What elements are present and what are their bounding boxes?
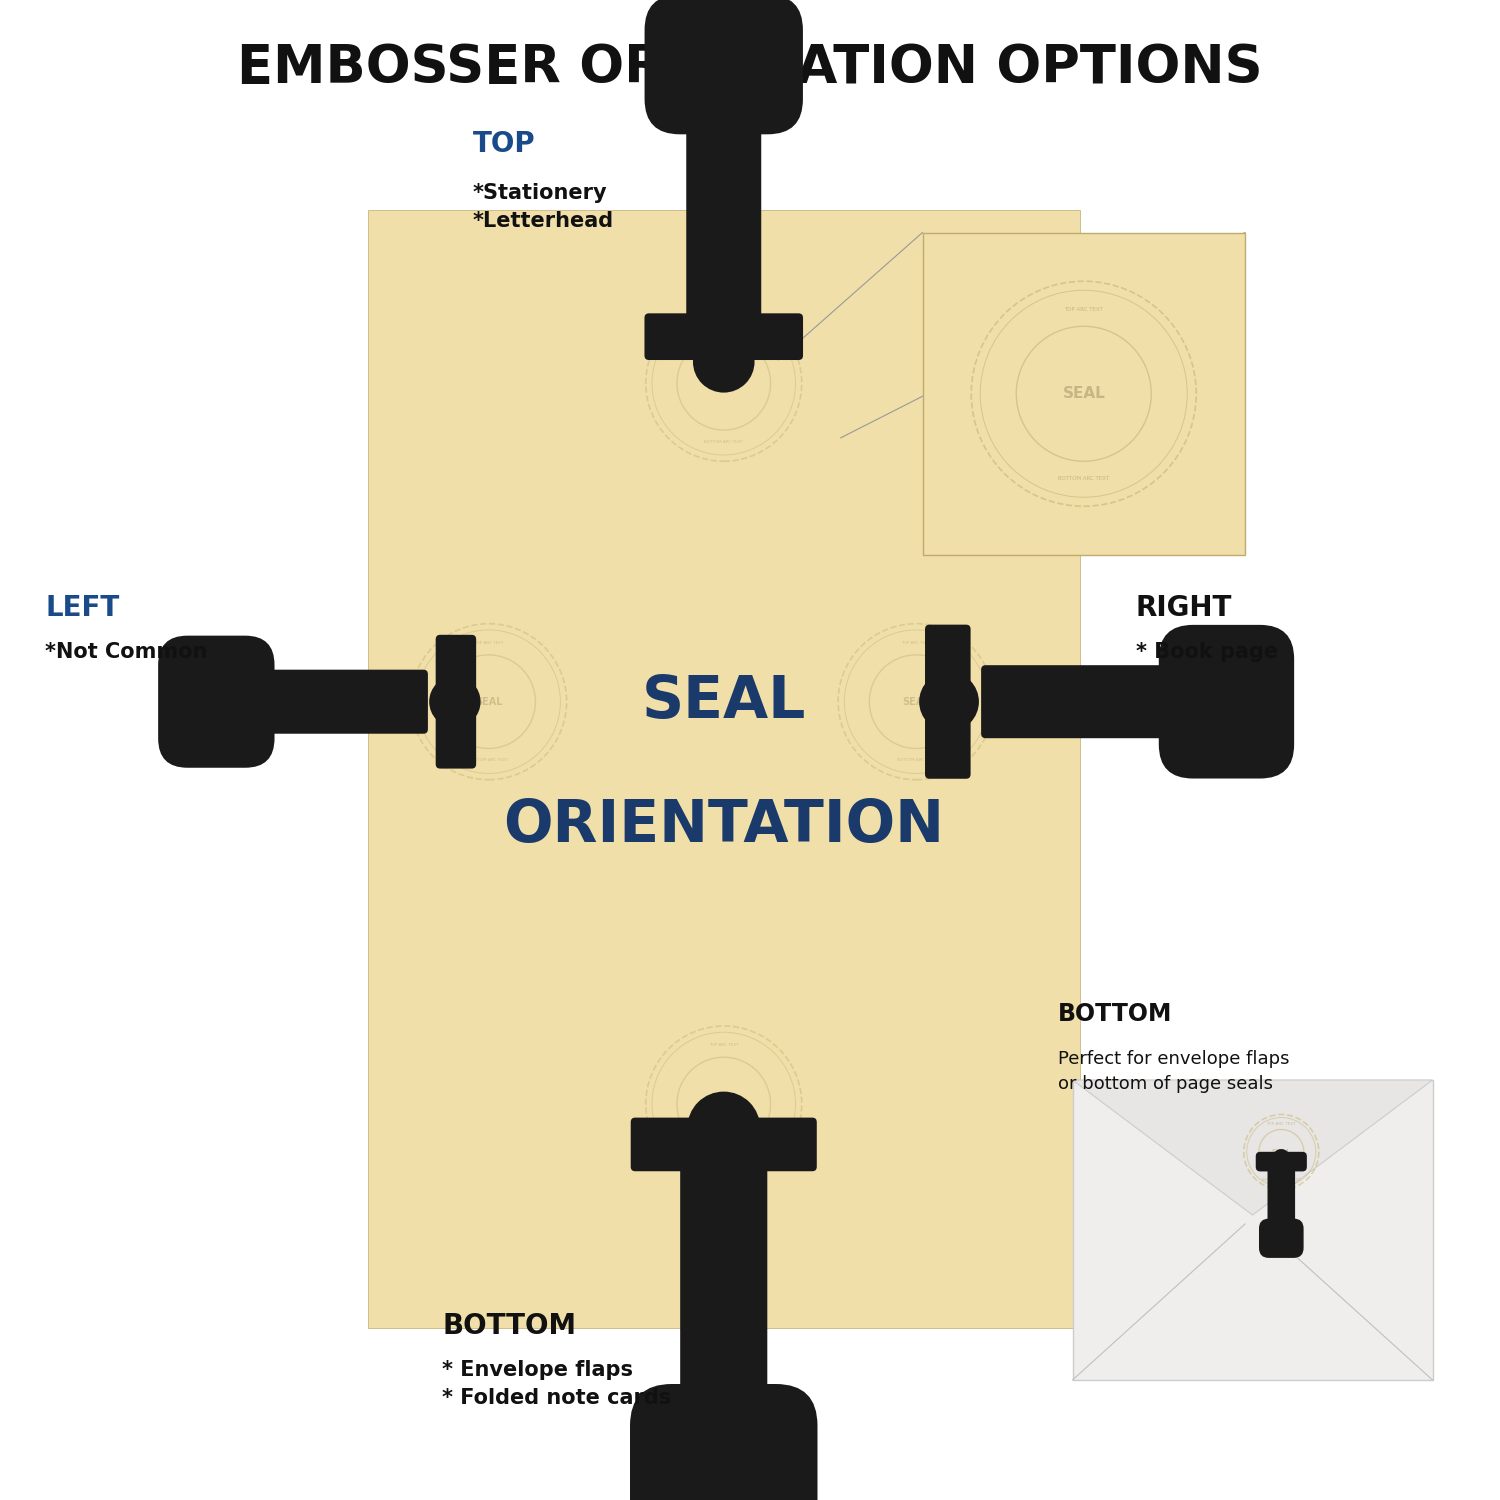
Text: Perfect for envelope flaps
or bottom of page seals: Perfect for envelope flaps or bottom of … <box>1058 1050 1288 1094</box>
FancyBboxPatch shape <box>1256 1152 1306 1172</box>
Text: LEFT: LEFT <box>45 594 120 622</box>
Text: TOP ARC TEXT: TOP ARC TEXT <box>710 1044 738 1047</box>
Text: SEAL: SEAL <box>476 696 502 706</box>
Circle shape <box>687 1092 760 1164</box>
Text: * Book page: * Book page <box>1136 642 1278 662</box>
Text: ORIENTATION: ORIENTATION <box>503 798 945 855</box>
Text: SEAL: SEAL <box>710 1100 738 1108</box>
Circle shape <box>920 672 980 732</box>
FancyBboxPatch shape <box>687 72 760 348</box>
Text: TOP ARC TEXT: TOP ARC TEXT <box>710 322 738 327</box>
Circle shape <box>429 676 480 728</box>
Text: TOP ARC TEXT: TOP ARC TEXT <box>1065 308 1102 312</box>
FancyBboxPatch shape <box>158 636 274 768</box>
Text: BOTTOM ARC TEXT: BOTTOM ARC TEXT <box>1262 1178 1300 1182</box>
Text: TOP: TOP <box>472 129 536 158</box>
Text: EMBOSSER ORIENTATION OPTIONS: EMBOSSER ORIENTATION OPTIONS <box>237 42 1263 93</box>
Text: BOTTOM ARC TEXT: BOTTOM ARC TEXT <box>705 1161 742 1164</box>
FancyBboxPatch shape <box>645 314 802 360</box>
Circle shape <box>693 332 754 393</box>
Bar <box>922 232 1245 555</box>
FancyBboxPatch shape <box>926 624 970 778</box>
FancyBboxPatch shape <box>435 634 476 768</box>
FancyBboxPatch shape <box>1268 1158 1294 1244</box>
Text: BOTTOM ARC TEXT: BOTTOM ARC TEXT <box>705 440 742 444</box>
Bar <box>1072 1080 1432 1380</box>
Text: BOTTOM: BOTTOM <box>442 1311 576 1340</box>
Text: SEAL: SEAL <box>642 672 806 730</box>
Text: BOTTOM: BOTTOM <box>1058 1002 1172 1026</box>
Text: TOP ARC TEXT: TOP ARC TEXT <box>902 640 932 645</box>
Text: BOTTOM ARC TEXT: BOTTOM ARC TEXT <box>470 758 509 762</box>
Circle shape <box>1272 1149 1290 1167</box>
Text: SEAL: SEAL <box>1272 1149 1292 1155</box>
FancyBboxPatch shape <box>630 1118 818 1172</box>
Text: SEAL: SEAL <box>710 378 738 388</box>
Text: TOP ARC TEXT: TOP ARC TEXT <box>1266 1122 1296 1126</box>
Text: SEAL: SEAL <box>903 696 930 706</box>
FancyBboxPatch shape <box>1258 1218 1304 1258</box>
FancyBboxPatch shape <box>981 664 1250 738</box>
FancyBboxPatch shape <box>680 1146 768 1472</box>
Text: RIGHT: RIGHT <box>1136 594 1232 622</box>
FancyBboxPatch shape <box>630 1384 818 1500</box>
Text: *Stationery
*Letterhead: *Stationery *Letterhead <box>472 183 614 231</box>
Bar <box>368 210 1080 1328</box>
Text: BOTTOM ARC TEXT: BOTTOM ARC TEXT <box>897 758 936 762</box>
Polygon shape <box>1072 1080 1432 1215</box>
Text: BOTTOM ARC TEXT: BOTTOM ARC TEXT <box>1059 476 1108 480</box>
Text: * Envelope flaps
* Folded note cards: * Envelope flaps * Folded note cards <box>442 1360 672 1408</box>
FancyBboxPatch shape <box>645 0 802 135</box>
FancyBboxPatch shape <box>1160 626 1294 778</box>
Text: TOP ARC TEXT: TOP ARC TEXT <box>474 640 504 645</box>
FancyBboxPatch shape <box>196 669 427 734</box>
Text: *Not Common: *Not Common <box>45 642 207 662</box>
Text: SEAL: SEAL <box>1062 387 1106 402</box>
